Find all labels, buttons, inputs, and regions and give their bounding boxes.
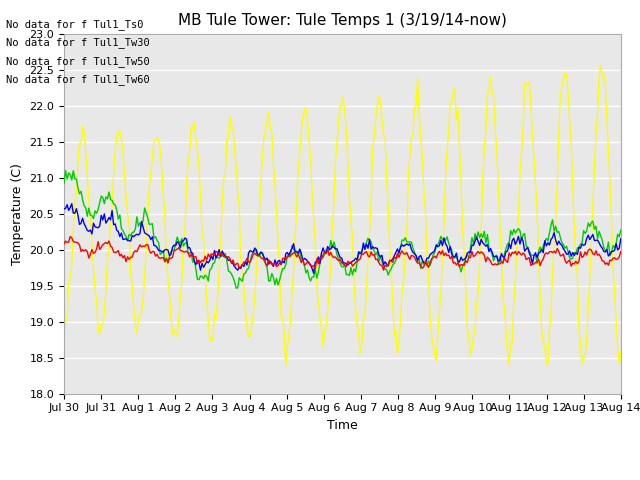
X-axis label: Time: Time xyxy=(327,419,358,432)
Title: MB Tule Tower: Tule Temps 1 (3/19/14-now): MB Tule Tower: Tule Temps 1 (3/19/14-now… xyxy=(178,13,507,28)
Y-axis label: Temperature (C): Temperature (C) xyxy=(11,163,24,264)
Text: No data for f Tul1_Ts0: No data for f Tul1_Ts0 xyxy=(6,19,144,30)
Text: No data for f Tul1_Tw50: No data for f Tul1_Tw50 xyxy=(6,56,150,67)
Legend: Tul1_Ts-32, Tul1_Ts-16, Tul1_Ts-8, Tul1_Tw+10: Tul1_Ts-32, Tul1_Ts-16, Tul1_Ts-8, Tul1_… xyxy=(145,476,540,480)
Text: No data for f Tul1_Tw30: No data for f Tul1_Tw30 xyxy=(6,37,150,48)
Text: No data for f Tul1_Tw60: No data for f Tul1_Tw60 xyxy=(6,74,150,85)
